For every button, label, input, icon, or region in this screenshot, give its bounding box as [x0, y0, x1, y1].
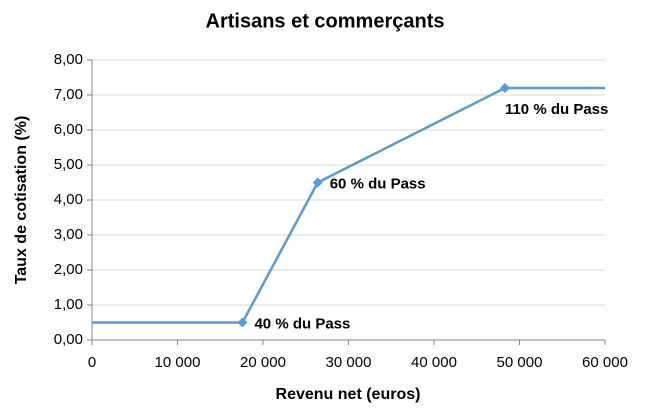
y-tick-label: 5,00 — [54, 156, 83, 173]
y-tick-label: 0,00 — [54, 331, 83, 348]
marker — [237, 317, 248, 328]
x-tick-label: 40 000 — [411, 354, 457, 371]
y-tick-label: 2,00 — [54, 261, 83, 278]
x-axis-label: Revenu net (euros) — [276, 386, 421, 403]
y-axis-label: Taux de cotisation (%) — [13, 116, 30, 285]
y-tick-label: 8,00 — [54, 51, 83, 68]
data-line — [92, 86, 605, 324]
x-tick-label: 20 000 — [240, 354, 286, 371]
x-tick-label: 50 000 — [497, 354, 543, 371]
x-tick-label: 0 — [88, 354, 96, 371]
marker — [499, 83, 510, 93]
annotation: 40 % du Pass — [254, 315, 350, 332]
y-tick-label: 7,00 — [54, 86, 83, 103]
marker — [312, 177, 323, 188]
chart-title: Artisans et commerçants — [206, 10, 445, 32]
x-tick-label: 60 000 — [582, 354, 628, 371]
y-tick-label: 4,00 — [54, 191, 83, 208]
y-tick-label: 3,00 — [54, 226, 83, 243]
x-tick-label: 10 000 — [155, 354, 201, 371]
y-tick-label: 1,00 — [54, 296, 83, 313]
annotation: 60 % du Pass — [330, 175, 426, 192]
y-tick-label: 6,00 — [54, 121, 83, 138]
x-tick-label: 30 000 — [326, 354, 372, 371]
annotation: 110 % du Pass — [505, 101, 608, 118]
